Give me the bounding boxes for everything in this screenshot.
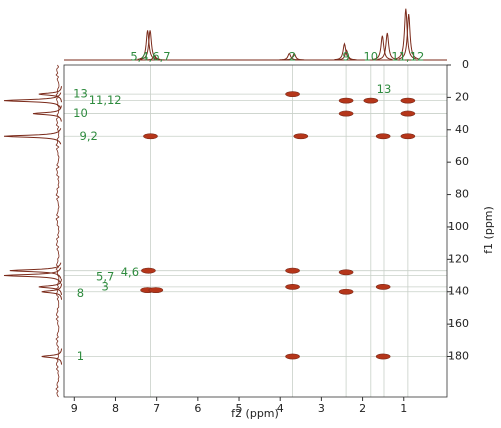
peak-label: 10 [363,49,378,63]
y-tick-label: 80 [455,188,469,201]
x-tick-label: 2 [359,402,366,415]
y-tick-label: 140 [448,285,469,298]
left-trace-peak [41,348,63,365]
y-tick-label: 0 [462,58,469,71]
x-tick-label: 6 [194,402,201,415]
top-trace-peak [279,52,300,61]
cross-peak [375,353,391,360]
left-trace-peak [41,283,63,300]
cross-peak [375,283,391,290]
left-trace-peak [38,278,62,295]
x-tick-label: 4 [277,402,284,415]
cross-peak [338,110,354,117]
cross-peak [285,283,300,290]
y-tick-label: 20 [455,90,469,103]
cross-peak [338,97,354,104]
left-trace-noise [55,64,60,398]
peak-label: 13 [377,82,392,96]
peak-label: 1 [77,349,84,363]
cross-peak [148,287,164,294]
x-tick-label: 7 [153,402,160,415]
y-axis-label: f1 (ppm) [482,206,495,254]
left-trace-peak [38,86,62,103]
y-tick-label: 120 [448,252,469,265]
peak-label: 3 [102,279,109,293]
top-trace-peak [395,8,416,60]
left-trace-peak [3,92,62,109]
plot-frame [63,64,448,398]
peak-label: 9 [342,49,349,63]
peak-label: 13 [73,87,88,101]
y-tick-label: 100 [448,220,469,233]
x-axis-label: f2 (ppm) [231,407,279,420]
peak-label: 4,6 [121,265,139,279]
cross-peak [363,97,379,104]
x-tick-label: 9 [71,402,78,415]
cross-peak [141,267,156,274]
y-tick-label: 160 [448,317,469,330]
peak-label: 5,4,6,7 [130,49,170,63]
cross-peak [400,97,416,104]
cross-peak [293,133,309,140]
cross-peak [400,110,416,117]
x-tick-label: 1 [400,402,407,415]
peak-label: 11,12 [89,93,122,107]
top-trace-peak [144,55,165,61]
x-tick-label: 5 [236,402,243,415]
cross-peak [285,267,300,274]
peak-label: 9,2 [80,129,98,143]
peak-label: 10 [73,106,88,120]
cross-peak [285,91,300,98]
x-tick-label: 3 [318,402,325,415]
top-trace-peak [336,49,357,61]
y-tick-label: 40 [455,123,469,136]
top-trace-peak [377,32,398,60]
peak-label: 8 [77,286,84,300]
y-tick-label: 60 [455,155,469,168]
top-trace-peak [398,14,419,60]
cross-peak [338,269,354,276]
cross-peak [338,288,354,295]
left-trace-peak [3,267,62,284]
x-tick-label: 8 [112,402,119,415]
top-trace-peak [284,52,305,61]
left-trace-peak [9,262,62,279]
cross-peak [400,133,416,140]
left-trace-peak [3,128,62,145]
cross-peak [285,353,300,360]
peak-label: 2 [289,49,296,63]
top-trace-peak [137,30,158,60]
y-tick-label: 180 [448,350,469,363]
top-trace-peak [372,35,393,60]
peak-label: 11,12 [391,49,424,63]
left-trace-peak [32,105,62,122]
cross-peak [375,133,391,140]
peak-label: 5,7 [96,270,114,284]
cross-peak [143,133,158,140]
